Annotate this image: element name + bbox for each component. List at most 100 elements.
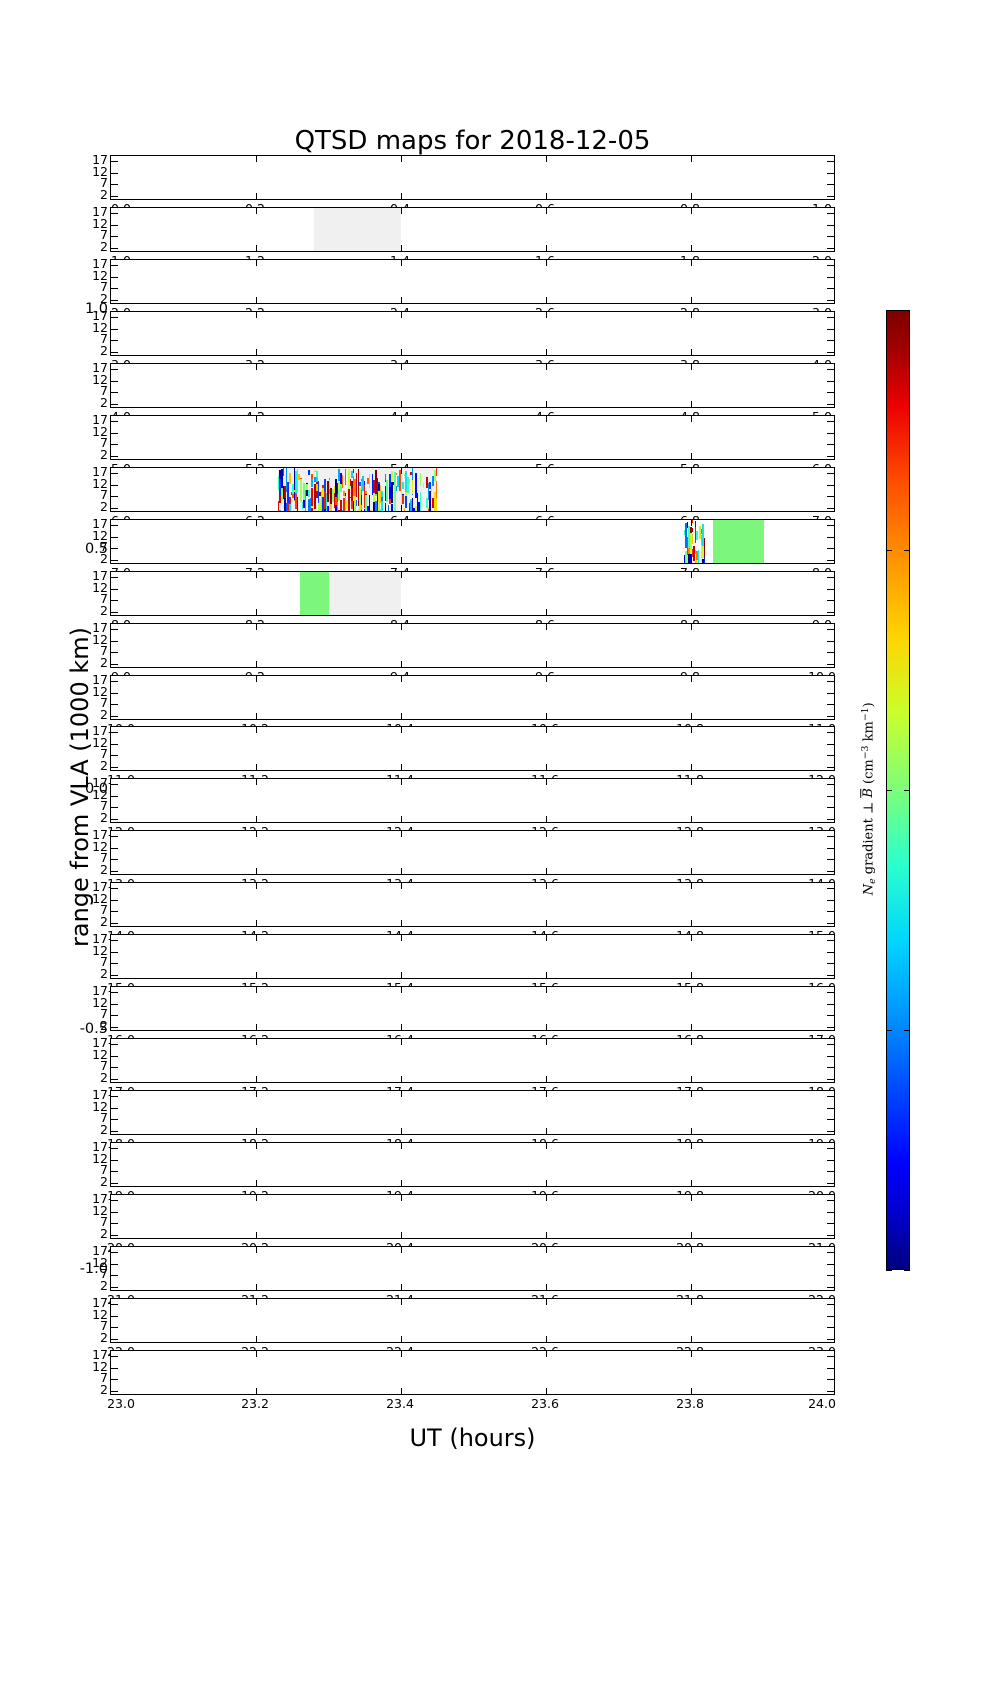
qtsd-pixel [306, 484, 309, 490]
x-tick-mark [256, 1247, 257, 1253]
qtsd-pixel [351, 480, 353, 488]
y-tick-label: 7 [100, 591, 108, 607]
qtsd-pixel [352, 476, 355, 496]
qtsd-pixel [702, 558, 704, 563]
y-tick-mark [827, 576, 834, 578]
y-tick-label: 2 [100, 966, 108, 982]
y-tick-mark [111, 612, 118, 614]
qtsd-pixel [392, 481, 395, 486]
qtsd-pixel [311, 488, 313, 511]
y-tick-label: 12 [92, 1254, 108, 1270]
qtsd-pixel [362, 476, 364, 491]
qtsd-pixel [700, 539, 703, 563]
x-tick-mark [256, 713, 257, 719]
qtsd-pixel [327, 506, 329, 511]
qtsd-pixel [354, 496, 356, 511]
x-tick-mark [691, 676, 692, 682]
y-tick-mark [827, 1147, 834, 1149]
x-tick-mark [546, 987, 547, 993]
x-tick-mark [546, 1388, 547, 1394]
y-tick-mark [827, 1055, 834, 1057]
y-tick-mark [827, 352, 834, 354]
no-data-shading [328, 572, 401, 615]
y-tick-mark [827, 1355, 834, 1357]
x-tick-mark [401, 661, 402, 667]
y-tick-mark [827, 236, 834, 238]
y-tick-mark [827, 951, 834, 953]
x-tick-mark [691, 779, 692, 785]
qtsd-pixel [309, 498, 312, 511]
qtsd-pixel [683, 555, 686, 563]
qtsd-pixel [402, 482, 404, 489]
y-tick-mark [827, 184, 834, 186]
y-tick-label: 7 [100, 902, 108, 918]
y-tick-label: 2 [100, 395, 108, 411]
y-tick-mark [111, 484, 118, 486]
y-tick-mark [827, 991, 834, 993]
y-tick-mark [827, 939, 834, 941]
y-tick-label: 2 [100, 447, 108, 463]
qtsd-pixel [311, 506, 313, 509]
qtsd-pixel [322, 491, 324, 497]
qtsd-pixel [411, 480, 414, 495]
y-tick-label: 12 [92, 319, 108, 335]
x-axis-title: UT (hours) [409, 1424, 536, 1452]
y-tick-mark [111, 1171, 118, 1173]
panel-hour-1 [110, 207, 835, 252]
y-tick-label: 12 [92, 371, 108, 387]
panel-plot-area [111, 1039, 834, 1082]
qtsd-pixel [316, 471, 318, 477]
qtsd-pixel [363, 481, 366, 486]
y-tick-label: 7 [100, 1058, 108, 1074]
x-tick-mark [546, 349, 547, 355]
x-tick-mark [691, 1299, 692, 1305]
y-tick-label: 7 [100, 1006, 108, 1022]
y-tick-mark [111, 588, 118, 590]
qtsd-pixel [373, 502, 376, 511]
y-tick-label: 12 [92, 1098, 108, 1114]
y-tick-mark [111, 731, 118, 733]
qtsd-pixel [686, 537, 689, 556]
qtsd-pixel [365, 490, 368, 494]
y-tick-mark [111, 680, 118, 682]
y-tick-mark [111, 392, 118, 394]
y-tick-mark [827, 248, 834, 250]
y-tick-label: 2 [100, 1174, 108, 1190]
x-tick-mark [401, 779, 402, 785]
x-tick-mark [691, 416, 692, 422]
y-tick-mark [827, 680, 834, 682]
y-tick-mark [827, 1367, 834, 1369]
x-tick-mark [256, 208, 257, 214]
qtsd-pixel [397, 475, 399, 487]
x-tick-mark [401, 1091, 402, 1097]
qtsd-pixel [384, 473, 387, 481]
panel-hour-5 [110, 415, 835, 460]
y-tick-label: 12 [92, 267, 108, 283]
qtsd-pixel [324, 478, 326, 503]
panel-plot-area [111, 520, 834, 563]
panel-hour-14 [110, 882, 835, 927]
qtsd-pixel [335, 490, 337, 511]
y-tick-label: 17 [92, 671, 108, 687]
y-tick-mark [111, 1131, 118, 1133]
y-tick-mark [111, 871, 118, 873]
qtsd-pixel [370, 509, 372, 511]
qtsd-pixel [293, 492, 296, 501]
y-tick-mark [827, 1263, 834, 1265]
x-tick-mark [401, 401, 402, 407]
y-tick-label: 17 [92, 878, 108, 894]
qtsd-pixel [435, 481, 438, 498]
y-tick-label: 17 [92, 1346, 108, 1362]
x-tick-mark [546, 208, 547, 214]
x-tick-mark [401, 1299, 402, 1305]
qtsd-pixel [338, 509, 340, 511]
colorbar-tick-mark [904, 790, 910, 791]
y-tick-label: 12 [92, 475, 108, 491]
qtsd-pixel [390, 470, 393, 481]
x-tick-mark [401, 1247, 402, 1253]
qtsd-pixel [324, 491, 326, 509]
qtsd-pixel [279, 509, 281, 511]
x-tick-mark [691, 868, 692, 874]
qtsd-pixel [344, 468, 347, 485]
y-tick-mark [111, 288, 118, 290]
